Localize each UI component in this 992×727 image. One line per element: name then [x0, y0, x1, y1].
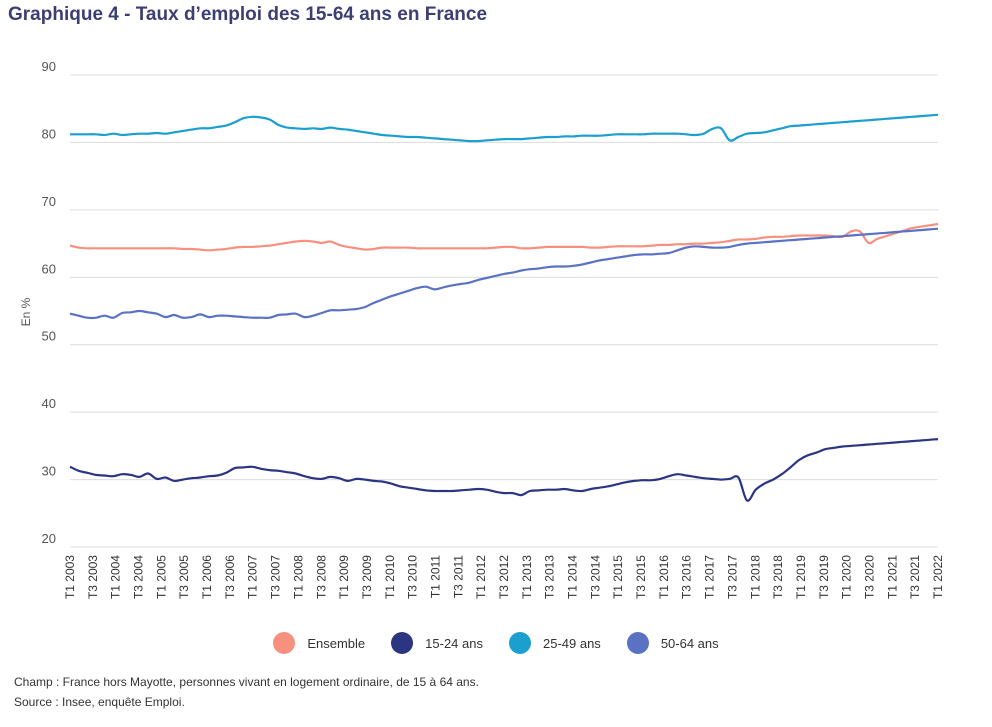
x-tick-label: T1 2007 — [246, 555, 260, 599]
x-tick-label: T1 2019 — [794, 555, 808, 599]
series-line-15-24-ans — [69, 438, 939, 502]
champ-note: Champ : France hors Mayotte, personnes v… — [14, 675, 479, 689]
chart-legend: Ensemble 15-24 ans 25-49 ans 50-64 ans — [0, 632, 992, 654]
x-tick-label: T1 2018 — [748, 555, 762, 599]
x-tick-label: T3 2003 — [86, 555, 100, 599]
x-axis-tick-labels: T1 2003 T3 2003 T1 2004 T3 2004 T1 2005 T3 20… — [63, 555, 945, 599]
legend-item: 15-24 ans — [391, 632, 483, 654]
x-tick-label: T1 2021 — [885, 555, 899, 599]
series-lines — [69, 113, 939, 502]
x-tick-label: T1 2012 — [474, 555, 488, 599]
gridlines — [70, 74, 938, 548]
y-tick-label: 30 — [42, 464, 56, 479]
legend-item: 25-49 ans — [508, 632, 601, 654]
y-axis-label: En % — [19, 297, 33, 326]
x-tick-label: T1 2022 — [931, 555, 945, 599]
source-note: Source : Insee, enquête Emploi. — [14, 695, 185, 709]
x-tick-label: T1 2014 — [566, 555, 580, 599]
legend-swatch — [626, 632, 649, 654]
line-chart: 20 30 40 50 60 70 80 90 T1 2003 T3 2003 T1 2004 T3… — [19, 59, 945, 599]
x-tick-label: T1 2015 — [611, 555, 625, 599]
legend-item: Ensemble — [273, 632, 365, 654]
series-line-50-64-ans — [69, 227, 939, 320]
x-tick-label: T1 2005 — [154, 555, 168, 599]
legend-label: 25-49 ans — [542, 635, 601, 651]
legend-item: 50-64 ans — [626, 632, 719, 654]
x-tick-label: T1 2006 — [200, 555, 214, 599]
y-tick-label: 70 — [42, 194, 56, 209]
chart-title: Graphique 4 - Taux d’emploi des 15-64 an… — [8, 4, 488, 25]
x-tick-label: T3 2004 — [132, 555, 146, 599]
x-tick-label: T3 2011 — [451, 555, 465, 598]
legend-label: 50-64 ans — [660, 635, 719, 651]
x-tick-label: T3 2016 — [680, 555, 694, 599]
legend-swatch — [273, 632, 296, 654]
x-tick-label: T1 2003 — [63, 555, 77, 599]
y-axis-tick-labels: 20 30 40 50 60 70 80 90 — [42, 59, 56, 546]
x-tick-label: T3 2020 — [862, 555, 876, 599]
x-tick-label: T3 2005 — [177, 555, 191, 599]
x-tick-label: T1 2011 — [428, 555, 442, 598]
x-tick-label: T3 2010 — [406, 555, 420, 599]
x-tick-label: T3 2014 — [588, 555, 602, 599]
legend-label: 15-24 ans — [425, 635, 483, 651]
x-tick-label: T3 2017 — [725, 555, 739, 599]
x-tick-label: T3 2021 — [908, 555, 922, 599]
x-tick-label: T1 2020 — [840, 555, 854, 599]
x-tick-label: T1 2009 — [337, 555, 351, 599]
x-tick-label: T3 2009 — [360, 555, 374, 599]
x-tick-label: T1 2010 — [383, 555, 397, 599]
y-tick-label: 40 — [42, 396, 56, 411]
x-tick-label: T1 2013 — [520, 555, 534, 599]
legend-label: Ensemble — [307, 635, 366, 651]
x-tick-label: T1 2004 — [109, 555, 123, 599]
legend-swatch — [391, 632, 414, 654]
x-tick-label: T3 2018 — [771, 555, 785, 599]
series-line-25-49-ans — [70, 113, 939, 143]
legend-swatch — [508, 632, 531, 654]
y-tick-label: 80 — [42, 126, 56, 141]
y-tick-label: 90 — [42, 59, 56, 74]
y-tick-label: 50 — [42, 329, 56, 344]
series-line-ensemble — [69, 222, 939, 252]
x-tick-label: T3 2019 — [817, 555, 831, 599]
y-tick-label: 60 — [42, 261, 56, 276]
x-tick-label: T3 2007 — [269, 555, 283, 599]
x-tick-label: T3 2015 — [634, 555, 648, 599]
x-tick-label: T3 2012 — [497, 555, 511, 599]
x-tick-label: T3 2006 — [223, 555, 237, 599]
x-tick-label: T3 2013 — [543, 555, 557, 599]
x-tick-label: T1 2017 — [703, 555, 717, 599]
x-tick-label: T1 2016 — [657, 555, 671, 599]
y-tick-label: 20 — [42, 531, 56, 546]
x-tick-label: T3 2008 — [314, 555, 328, 599]
x-tick-label: T1 2008 — [291, 555, 305, 599]
